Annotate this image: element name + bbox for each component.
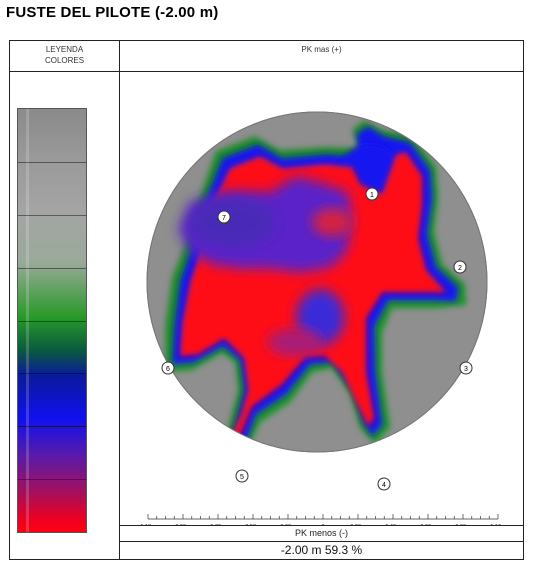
pile-outline bbox=[146, 111, 488, 453]
marker-5-circle bbox=[235, 469, 249, 483]
marker-7: 7 bbox=[217, 210, 231, 224]
marker-5: 5 bbox=[235, 469, 249, 483]
distance-scale: 1.10m0.90m0.70m0.50m0.30m00.20m0.40m0.60… bbox=[140, 514, 506, 530]
marker-1: 1 bbox=[365, 187, 379, 201]
marker-6-label: 6 bbox=[166, 366, 170, 373]
marker-3: 3 bbox=[459, 361, 473, 375]
marker-5-label: 5 bbox=[240, 474, 244, 481]
color-scale-bar bbox=[17, 108, 87, 533]
red-patch bbox=[312, 208, 352, 236]
marker-6-circle bbox=[161, 361, 175, 375]
legend-header: LEYENDA COLORES bbox=[10, 41, 120, 72]
legend-division bbox=[18, 479, 86, 480]
purple-blob-left bbox=[190, 198, 274, 246]
color-legend bbox=[10, 72, 120, 559]
pk-minus-label: PK menos (-) bbox=[120, 525, 523, 542]
marker-7-label: 7 bbox=[222, 215, 226, 222]
pile-section-svg: 1 2 3 4 5 6 7 bbox=[140, 111, 506, 530]
marker-4-label: 4 bbox=[382, 482, 386, 489]
bar-highlight bbox=[26, 109, 29, 532]
marker-4-circle bbox=[377, 477, 391, 491]
legend-division bbox=[18, 426, 86, 427]
marker-2-circle bbox=[453, 260, 467, 274]
pile-report-frame: LEYENDA COLORES PK mas (+) bbox=[9, 40, 524, 560]
footnote-text bbox=[60, 560, 520, 568]
depth-result: -2.00 m 59.3 % bbox=[280, 543, 363, 557]
marker-2-label: 2 bbox=[458, 265, 462, 272]
marker-1-label: 1 bbox=[370, 192, 374, 199]
section-plot: 1 2 3 4 5 6 7 bbox=[120, 72, 523, 530]
legend-division bbox=[18, 321, 86, 322]
legend-division bbox=[18, 215, 86, 216]
purple-blob-bottom bbox=[267, 328, 323, 356]
marker-1-circle bbox=[365, 187, 379, 201]
legend-division bbox=[18, 268, 86, 269]
page-title: FUSTE DEL PILOTE (-2.00 m) bbox=[6, 4, 219, 21]
marker-4: 4 bbox=[377, 477, 391, 491]
pk-plus-label: PK mas (+) bbox=[120, 41, 523, 72]
marker-2: 2 bbox=[453, 260, 467, 274]
marker-3-circle bbox=[459, 361, 473, 375]
marker-7-circle bbox=[217, 210, 231, 224]
legend-header-line2: COLORES bbox=[44, 56, 85, 65]
legend-division bbox=[18, 373, 86, 374]
legend-header-line1: LEYENDA bbox=[45, 45, 84, 54]
marker-3-label: 3 bbox=[464, 366, 468, 373]
legend-division bbox=[18, 162, 86, 163]
marker-6: 6 bbox=[161, 361, 175, 375]
